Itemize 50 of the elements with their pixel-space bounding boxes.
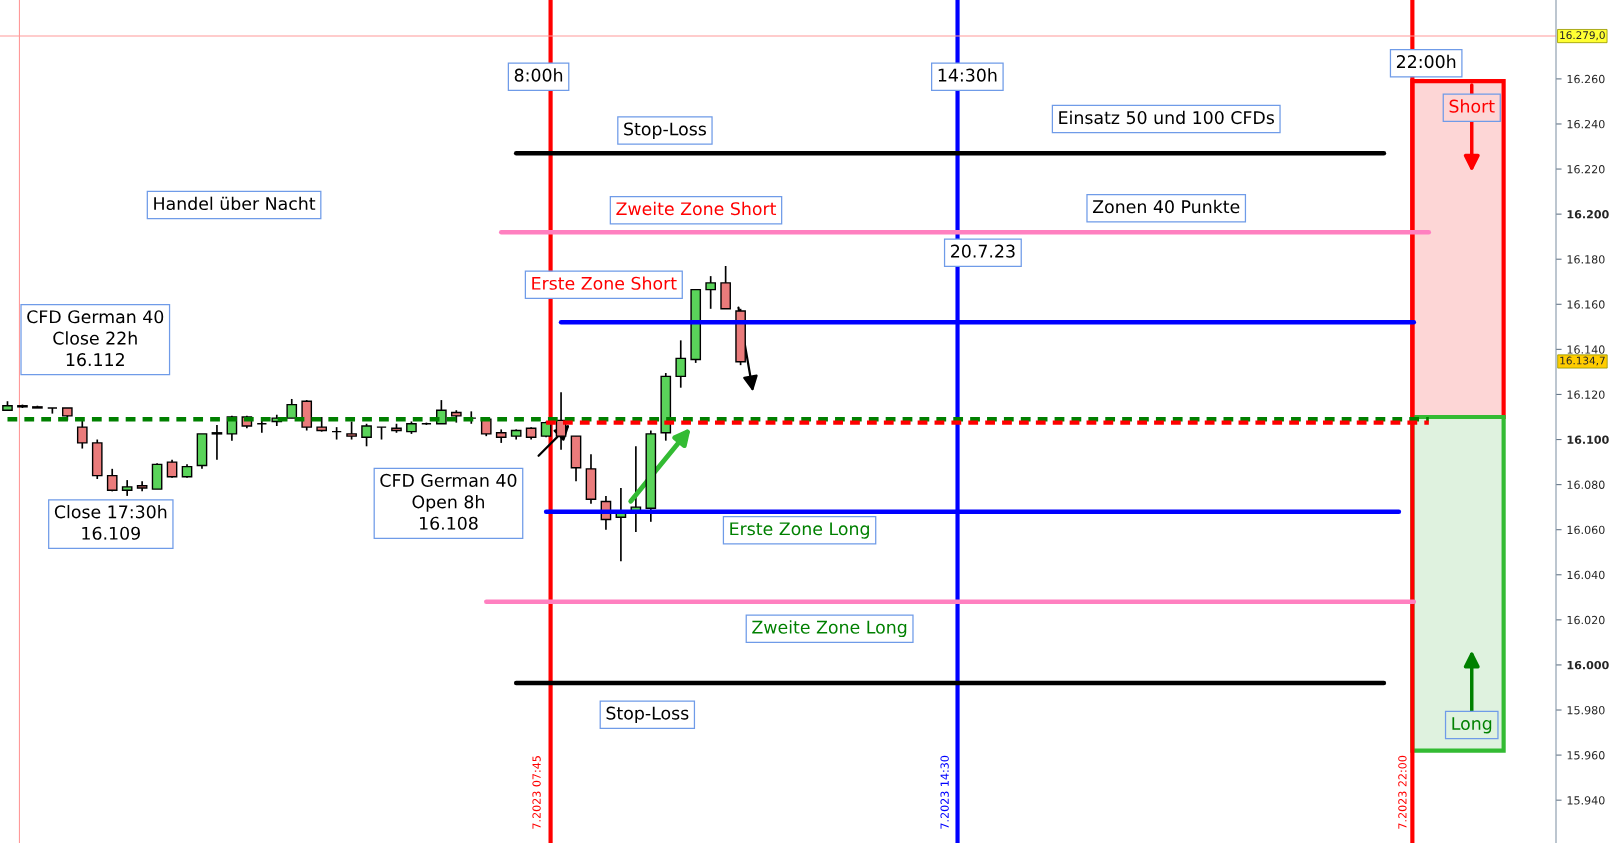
y-tick-label: 16.100 [1567, 435, 1609, 444]
y-tick-label: 16.240 [1567, 119, 1605, 129]
y-tick-label: 16.040 [1567, 570, 1605, 580]
candlestick [436, 399, 447, 425]
candlestick [166, 458, 178, 479]
y-tick-label: 16.000 [1567, 660, 1609, 670]
annotation: CFD German 40 Close 22h 16.112 [27, 310, 164, 367]
y-tick-label: 16.140 [1567, 345, 1605, 354]
text: 16.134,7 [1560, 356, 1605, 366]
y-tick-label: 16.200 [1567, 210, 1609, 219]
annotation: 14:30h [938, 68, 997, 82]
y-tick-label: 15.980 [1567, 705, 1605, 715]
annotation: 20.7.23 [951, 244, 1015, 258]
annotation: Handel über Nacht [154, 196, 316, 211]
annotation: 22:00h [1396, 54, 1456, 69]
annotation: CFD German 40 Open 8h 16.108 [380, 473, 517, 530]
annotation: Stop-Loss [624, 122, 706, 139]
y-tick-label: 15.960 [1567, 751, 1605, 760]
annotation: Erste Zone Short [532, 276, 677, 290]
annotation: Zonen 40 Punkte [1092, 199, 1240, 214]
y-tick-label: 16.260 [1567, 74, 1605, 84]
y-tick-label: 16.120 [1567, 390, 1605, 399]
annotation: 7.2023 22:00 [1398, 755, 1407, 829]
band-label: Short [1449, 99, 1495, 113]
annotation: Erste Zone Long [730, 522, 869, 539]
annotation: Stop-Loss [606, 706, 689, 724]
candlestick [211, 424, 223, 461]
y-tick-label: 16.020 [1567, 615, 1605, 625]
candlestick [76, 419, 88, 450]
band-label: Long [1452, 717, 1492, 734]
candlestick [286, 398, 298, 419]
candlestick [361, 422, 372, 448]
candlestick [256, 418, 268, 434]
y-tick-label: 16.060 [1567, 525, 1605, 535]
annotation: 7.2023 07:45 [532, 756, 541, 829]
annotation: 7.2023 14:30 [940, 755, 949, 829]
annotation: Zweite Zone Long [752, 620, 907, 638]
y-tick-label: 16.160 [1567, 300, 1605, 309]
y-tick-label: 16.180 [1567, 255, 1605, 264]
y-tick-label: 16.080 [1567, 480, 1605, 489]
candlestick [346, 420, 357, 441]
candlestick [675, 339, 687, 389]
annotation: Zweite Zone Short [616, 201, 777, 216]
y-tick-label: 16.220 [1567, 165, 1605, 174]
annotation: Close 17:30h 16.109 [54, 504, 167, 540]
ref-line-label: 16.279,0 [1560, 31, 1605, 41]
candlestick [705, 275, 717, 310]
annotation: 8:00h [514, 68, 563, 82]
annotation: Einsatz 50 und 100 CFDs [1059, 110, 1274, 125]
y-tick-label: 15.940 [1567, 796, 1605, 805]
